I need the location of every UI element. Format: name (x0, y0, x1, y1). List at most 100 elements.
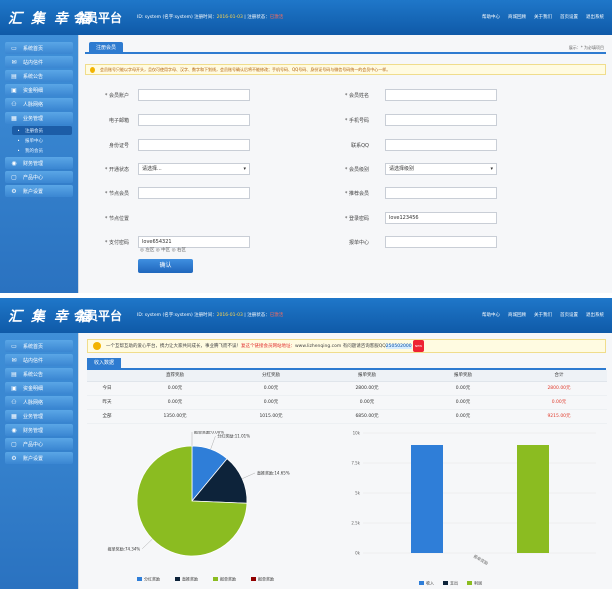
text-input[interactable] (138, 139, 250, 151)
pie-slice[interactable] (191, 458, 248, 504)
radio-middle[interactable]: 中区 (161, 248, 171, 253)
table-cell: 0.00元 (511, 395, 607, 410)
sidebar-item[interactable]: ⚇ 人脉网络 (5, 396, 73, 408)
sidebar-item[interactable]: ▤ 系统公告 (5, 70, 73, 82)
bar[interactable] (517, 445, 549, 553)
table-cell: 0.00元 (127, 381, 223, 396)
top-nav-logout[interactable]: 退出系统 (586, 313, 604, 318)
sidebar-item-label: 财务管理 (23, 160, 44, 167)
sidebar: ▭ 系统首页 ✉ 站内信件 ▤ 系统公告 ▣ 资金明细 ⚇ 人脉网络 ▦ 业务管理 • 注册会员 • 报单中心… (0, 35, 78, 293)
tab-register[interactable]: 注册会员 (89, 42, 124, 54)
top-nav-shop[interactable]: 商城回顾 (508, 313, 526, 318)
sidebar-item[interactable]: ▣ 资金明细 (5, 84, 73, 96)
sidebar-item[interactable]: ▦ 业务管理 (5, 112, 73, 124)
sidebar-item[interactable]: ▭ 系统首页 (5, 42, 73, 54)
sidebar-item[interactable]: ◉ 财务管理 (5, 424, 73, 436)
sidebar: ▭ 系统首页 ✉ 站内信件 ▤ 系统公告 ▣ 资金明细 ⚇ 人脉网络 ▦ 业务管理 ◉ 财务管理 ▢ 产品中心… (0, 333, 78, 589)
sidebar-item-label: 注册会员 (25, 128, 43, 134)
dashboard-panel: 汇 集 幸 福 会员平台 ID: system (名字:system) 注册时间… (0, 298, 612, 589)
pie-chart: 分红奖励:11.01% 直推奖励:14.65% 报单奖励:74.34% 报单奖励:0.… (108, 431, 290, 582)
sidebar-item[interactable]: ◉ 财务管理 (5, 157, 73, 169)
text-input[interactable] (385, 89, 497, 101)
text-input[interactable] (138, 89, 250, 101)
legend-swatch (175, 577, 180, 581)
register-tab-bar: 注册会员 展示：* 为必填项目 (85, 42, 606, 54)
table-cell: 0.00元 (319, 395, 415, 410)
mail-icon: ✉ (11, 356, 17, 364)
legend-swatch (419, 581, 424, 585)
sidebar-item[interactable]: ⚙ 账户设置 (5, 185, 73, 197)
select-field[interactable]: 请选择级别 (385, 163, 497, 175)
field-label: * 登录密码 (344, 216, 369, 222)
text-input[interactable] (385, 187, 497, 199)
select-field[interactable]: 请选择... (138, 163, 250, 175)
sidebar-item[interactable]: • 报单中心 (12, 136, 72, 145)
radio-right[interactable]: 右区 (176, 248, 186, 253)
top-nav-about[interactable]: 关于我们 (534, 313, 552, 318)
gear-icon: ⚙ (11, 187, 17, 195)
table-cell: 0.00元 (415, 381, 511, 396)
top-nav-settings[interactable]: 首页设置 (560, 15, 578, 20)
sidebar-item[interactable]: ⚙ 账户设置 (5, 452, 73, 464)
site-link[interactable]: www.lizhenqing.com (295, 344, 342, 349)
sidebar-item-label: 系统公告 (23, 371, 44, 378)
table-cell: 1015.00元 (223, 409, 319, 424)
text-input[interactable] (385, 114, 497, 126)
sidebar-item-label: 财务管理 (23, 427, 44, 434)
sidebar-item[interactable]: ✉ 站内信件 (5, 56, 73, 68)
sidebar-item-label: 系统首页 (23, 343, 44, 350)
row-label: 昨天 (87, 395, 127, 410)
sidebar-item[interactable]: ⚇ 人脉网络 (5, 98, 73, 110)
sidebar-item[interactable]: ▦ 业务管理 (5, 410, 73, 422)
text-input[interactable] (385, 236, 497, 248)
sidebar-item[interactable]: • 注册会员 (12, 126, 72, 135)
sidebar-item[interactable]: ▣ 资金明细 (5, 382, 73, 394)
top-nav: 帮助中心 商城回顾 关于我们 首页设置 退出系统 (480, 311, 606, 319)
user-info: ID: system (名字:system) 注册时间：2016-01-03 |… (137, 15, 284, 20)
sidebar-item-label: 业务管理 (23, 413, 44, 420)
pie-slice[interactable] (136, 445, 248, 557)
top-nav-help[interactable]: 帮助中心 (482, 313, 500, 318)
y-tick-label: 0k (355, 551, 361, 556)
legend-label: 分红奖励 (144, 576, 160, 582)
text-input[interactable] (138, 187, 250, 199)
sidebar-item[interactable]: ✉ 站内信件 (5, 354, 73, 366)
network-icon: ⚇ (11, 398, 17, 406)
table-cell: 0.00元 (223, 395, 319, 410)
field-label: 电子邮箱 (108, 118, 129, 124)
text-input[interactable]: love123456 (385, 212, 497, 224)
sidebar-item-label: 人脉网络 (23, 101, 44, 108)
submit-button[interactable]: 确认 (138, 259, 193, 273)
table-cell: 1350.00元 (127, 409, 223, 424)
sidebar-item[interactable]: ▢ 产品中心 (5, 171, 73, 183)
top-nav-logout[interactable]: 退出系统 (586, 15, 604, 20)
col-header (87, 370, 127, 382)
col-header: 直荐奖励 (127, 370, 223, 382)
slice-leader (210, 436, 216, 450)
sidebar-item[interactable]: • 我的会员 (12, 146, 72, 155)
text-input[interactable] (138, 114, 250, 126)
col-header: 分红奖励 (223, 370, 319, 382)
logo: 汇 集 幸 福 (8, 309, 93, 325)
sidebar-item-label: 报单中心 (25, 138, 43, 144)
radio-left[interactable]: 左区 (145, 248, 155, 253)
qq-number[interactable]: 250502000 (385, 344, 412, 349)
tab-income[interactable]: 收入数据 (87, 358, 122, 369)
top-nav-about[interactable]: 关于我们 (534, 15, 552, 20)
sidebar-item-label: 系统首页 (23, 45, 44, 52)
text-input[interactable]: love654321 (138, 236, 250, 248)
bar[interactable] (411, 445, 443, 553)
top-nav-shop[interactable]: 商城回顾 (508, 15, 526, 20)
top-nav-settings[interactable]: 首页设置 (560, 313, 578, 318)
sidebar-item[interactable]: ▢ 产品中心 (5, 438, 73, 450)
register-panel: 汇 集 幸 福 会员平台 ID: system (名字:system) 注册时间… (0, 0, 612, 293)
legend-swatch (251, 577, 256, 581)
top-nav-help[interactable]: 帮助中心 (482, 15, 500, 20)
coin-icon: ◉ (11, 426, 17, 434)
text-input[interactable] (385, 139, 497, 151)
y-tick-label: 2.5k (351, 521, 360, 526)
sidebar-item[interactable]: ▭ 系统首页 (5, 340, 73, 352)
sidebar-item[interactable]: ▤ 系统公告 (5, 368, 73, 380)
legend-swatch (213, 577, 218, 581)
wallet-icon: ▣ (11, 86, 17, 94)
